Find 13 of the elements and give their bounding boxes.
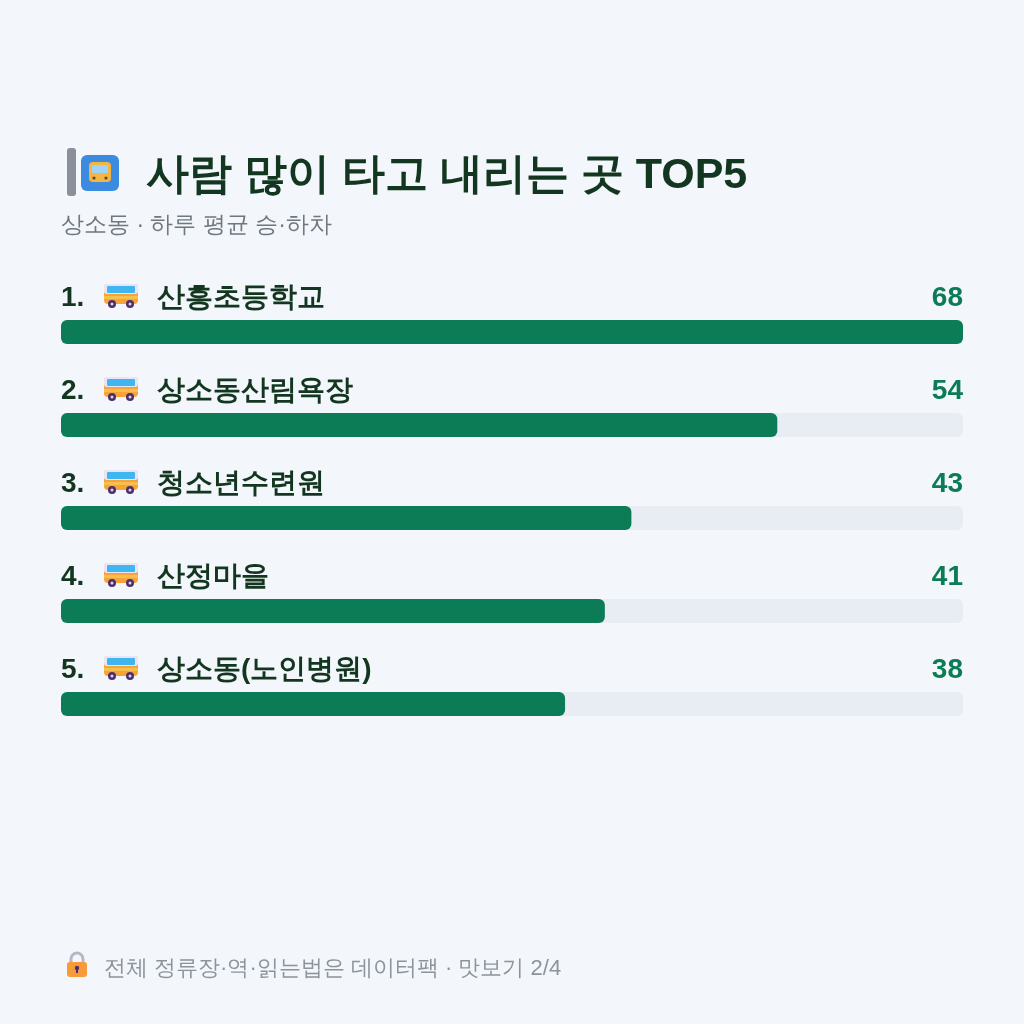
data-label: 38 [931, 653, 963, 684]
category-label: 3. 청소년수련원 [61, 467, 325, 498]
category-label: 4. 산정마을 [61, 560, 269, 591]
category-label: 5. 상소동(노인병원) [61, 653, 372, 684]
data-label: 43 [931, 467, 963, 498]
data-label: 54 [931, 374, 964, 405]
text: 전체 정류장·역·읽는법은 데이터팩 · 맛보기 2/4 [104, 955, 562, 980]
chart-title: 사람 많이 타고 내리는 곳 TOP5 [146, 149, 748, 197]
chart-subtitle: 상소동 · 하루 평균 승·하차 [61, 211, 332, 237]
data-label: 68 [931, 281, 963, 312]
category-label: 2. 상소동산림욕장 [61, 374, 353, 405]
data-label: 41 [931, 560, 963, 591]
category-label: 1. 산흥초등학교 [61, 281, 325, 312]
